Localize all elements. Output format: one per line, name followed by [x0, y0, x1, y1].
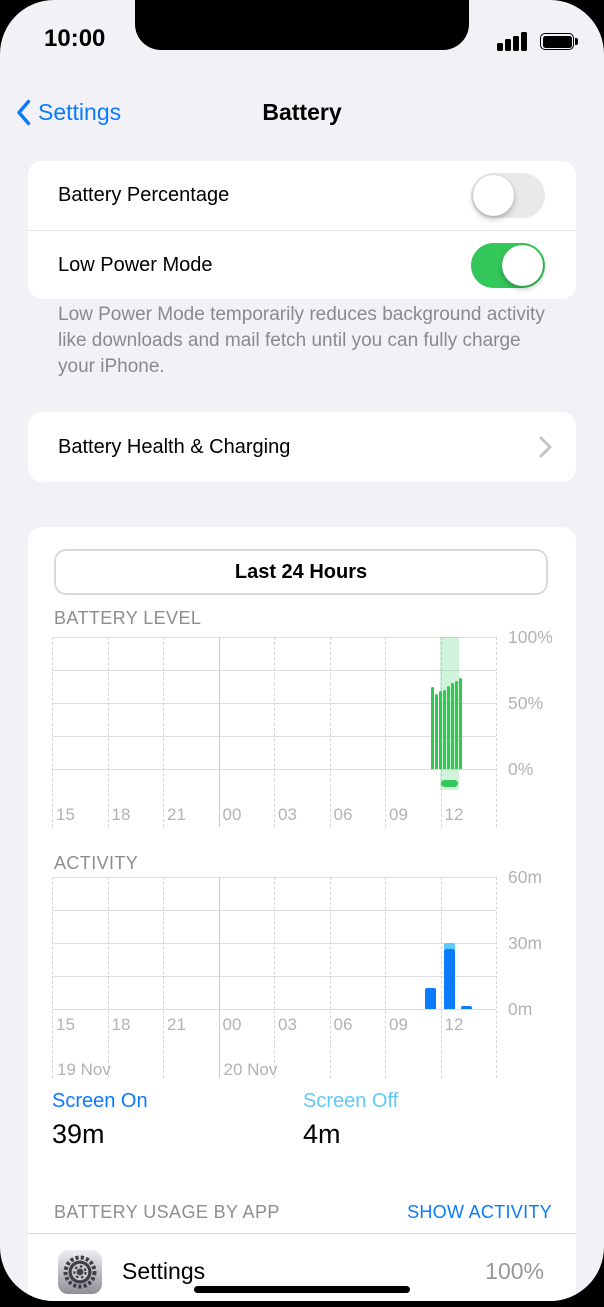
- battery-level-bar: [451, 683, 455, 769]
- screen-on-value: 39m: [52, 1119, 105, 1149]
- x-tick-label: 18: [111, 1015, 131, 1034]
- gridline-vertical: [274, 877, 275, 1078]
- battery-health-label: Battery Health & Charging: [58, 435, 291, 458]
- x-tick-label: 03: [278, 1015, 297, 1034]
- gridline-vertical: [385, 877, 386, 1078]
- screen-off-value: 4m: [303, 1119, 341, 1149]
- low-power-mode-row: Low Power Mode: [28, 230, 576, 299]
- date-label: 19 Nov: [57, 1060, 111, 1079]
- screen-on-bar: [461, 1006, 473, 1009]
- app-name: Settings: [122, 1258, 206, 1284]
- y-tick-label: 0m: [508, 999, 533, 1019]
- back-button[interactable]: Settings: [16, 96, 121, 128]
- battery-level-bar: [431, 687, 435, 769]
- toggles-card: Battery Percentage Low Power Mode: [28, 161, 576, 299]
- x-tick-label: 06: [333, 1015, 353, 1034]
- x-tick-label: 15: [56, 805, 75, 824]
- screen-off-label: Screen Off: [303, 1090, 399, 1112]
- status-time: 10:00: [44, 25, 106, 52]
- gridline-vertical: [496, 637, 497, 827]
- gridline-vertical: [52, 637, 53, 827]
- screen-on-bar: [424, 988, 437, 1009]
- gridline-vertical: [274, 637, 275, 827]
- screen-on-bar: [444, 948, 456, 1009]
- x-tick-label: 00: [222, 1015, 242, 1034]
- gridline-vertical: [385, 637, 386, 827]
- low-power-note: Low Power Mode temporarily reduces backg…: [58, 304, 545, 377]
- battery-percentage-label: Battery Percentage: [58, 184, 230, 206]
- show-activity-button[interactable]: SHOW ACTIVITY: [407, 1202, 552, 1222]
- date-label: 20 Nov: [223, 1060, 278, 1079]
- gridline-vertical: [440, 877, 442, 1078]
- settings-gear-app-icon: [58, 1250, 102, 1294]
- app-usage-row[interactable]: Settings 100%: [28, 1242, 576, 1301]
- gridline-vertical: [218, 637, 220, 827]
- battery-level-chart: 15 18 21 00 03 06 09 12 100% 50% 0%: [52, 627, 553, 827]
- battery-level-bar: [443, 689, 447, 769]
- battery-level-title: BATTERY LEVEL: [54, 608, 202, 628]
- toggle-knob: [473, 175, 514, 216]
- y-tick-label: 60m: [508, 867, 543, 887]
- gridline-vertical: [329, 637, 331, 827]
- charging-indicator: [441, 780, 459, 787]
- battery-percentage-row: Battery Percentage: [28, 161, 576, 230]
- gridline-vertical: [329, 877, 331, 1078]
- activity-title: ACTIVITY: [54, 853, 139, 873]
- gridline-vertical: [218, 877, 220, 1078]
- battery-percentage-toggle[interactable]: [471, 173, 545, 218]
- x-tick-label: 03: [278, 805, 297, 824]
- screen-on-label: Screen On: [52, 1090, 148, 1112]
- battery-level-bar: [459, 677, 463, 769]
- notch: [135, 0, 469, 50]
- gridline-vertical: [496, 877, 497, 1078]
- low-power-mode-label: Low Power Mode: [58, 253, 213, 276]
- gridline-vertical: [163, 637, 164, 827]
- low-power-mode-toggle[interactable]: [471, 242, 545, 288]
- x-tick-label: 12: [444, 805, 464, 824]
- x-tick-label: 21: [167, 805, 186, 824]
- battery-health-row[interactable]: Battery Health & Charging: [28, 412, 576, 482]
- toggle-knob: [502, 244, 543, 286]
- home-indicator[interactable]: [194, 1286, 410, 1293]
- app-usage-percent: 100%: [485, 1258, 544, 1284]
- x-tick-label: 06: [333, 805, 353, 824]
- x-tick-label: 18: [111, 805, 131, 824]
- x-tick-label: 09: [389, 805, 408, 824]
- x-tick-label: 00: [222, 805, 242, 824]
- gridline-vertical: [163, 877, 164, 1078]
- gridline-vertical: [107, 637, 109, 827]
- x-tick-label: 09: [389, 1015, 408, 1034]
- y-tick-label: 0%: [508, 759, 534, 779]
- battery-full-icon: [540, 33, 578, 50]
- battery-level-bar: [439, 691, 443, 769]
- battery-level-bar: [446, 685, 451, 769]
- y-tick-label: 100%: [508, 627, 553, 647]
- gridline-vertical: [107, 877, 109, 1078]
- battery-level-bar: [435, 693, 439, 769]
- y-tick-label: 50%: [508, 693, 544, 713]
- y-tick-label: 30m: [508, 933, 543, 953]
- divider: [28, 1233, 576, 1234]
- activity-chart: 15 18 21 00 03 06 09 12 60m 30m 0m 19 Nov 20 Nov: [52, 867, 542, 1079]
- signal-bars-icon: [497, 32, 531, 51]
- battery-level-bar: [454, 680, 459, 769]
- x-tick-label: 21: [167, 1015, 186, 1034]
- x-tick-label: 12: [444, 1015, 464, 1034]
- battery-usage-header: BATTERY USAGE BY APP: [54, 1202, 280, 1222]
- back-chevron-icon: [17, 99, 31, 125]
- back-label: Settings: [38, 98, 122, 125]
- chevron-right-icon: [539, 436, 552, 458]
- x-tick-label: 15: [56, 1015, 75, 1034]
- page-title: Battery: [262, 99, 342, 125]
- period-selector-button[interactable]: Last 24 Hours: [54, 549, 548, 595]
- gridline-vertical: [52, 877, 53, 1078]
- charts-card: Last 24 Hours BATTERY LEVEL 15 18 21 00 03 06…: [28, 527, 576, 1301]
- screen-off-bar: [444, 943, 456, 949]
